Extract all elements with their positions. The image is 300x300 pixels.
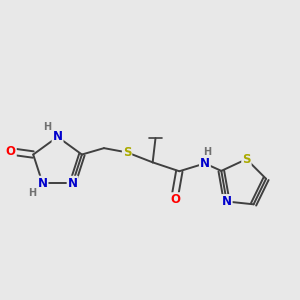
Text: S: S [242,153,251,166]
Text: N: N [222,195,232,208]
Text: H: H [28,188,36,198]
Text: N: N [52,130,63,143]
Text: H: H [44,122,52,132]
Text: H: H [202,147,211,157]
Text: N: N [38,177,47,190]
Text: S: S [123,146,131,159]
Text: O: O [170,193,180,206]
Text: N: N [200,157,210,170]
Text: N: N [68,177,78,190]
Text: O: O [6,145,16,158]
